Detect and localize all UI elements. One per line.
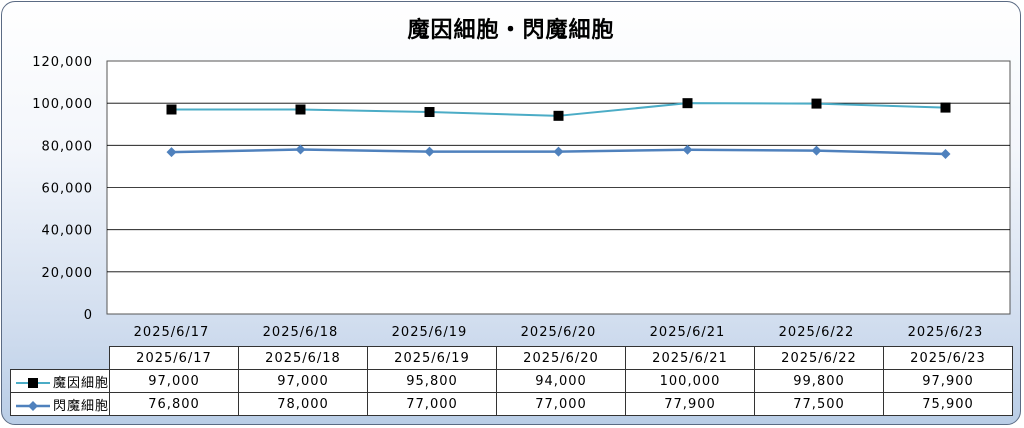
x-tick-label: 2025/6/17	[134, 325, 210, 340]
table-corner	[11, 347, 110, 370]
data-point-series-1	[682, 144, 693, 155]
data-point-series-0	[553, 110, 564, 121]
y-tick-label: 120,000	[32, 55, 93, 70]
legend-key-square-icon	[16, 378, 50, 388]
data-point-series-0	[166, 104, 177, 115]
table-header-cell: 2025/6/19	[367, 346, 498, 370]
table-row-series-0: 魔因細胞 97,000 97,000 95,800 94,000 100,000…	[9, 369, 1014, 393]
x-tick-label: 2025/6/22	[779, 325, 855, 340]
table-cell: 100,000	[625, 369, 756, 393]
table-header-cell: 2025/6/18	[238, 346, 369, 370]
x-tick-label: 2025/6/23	[908, 325, 984, 340]
y-tick-label: 60,000	[42, 182, 94, 197]
table-header-cell: 2025/6/23	[883, 346, 1014, 370]
data-point-series-1	[940, 148, 951, 159]
table-cell: 77,000	[496, 392, 627, 416]
data-point-series-0	[940, 102, 951, 113]
table-header-cell: 2025/6/22	[754, 346, 885, 370]
table-cell: 77,900	[625, 392, 756, 416]
x-axis-ticks: 2025/6/17 2025/6/18 2025/6/19 2025/6/20 2025…	[134, 325, 984, 340]
y-tick-label: 20,000	[42, 266, 94, 281]
y-axis-ticks: 0 20,000 40,000 60,000 80,000 100,000 120,000	[32, 55, 94, 323]
x-tick-label: 2025/6/21	[650, 325, 726, 340]
y-tick-label: 100,000	[32, 97, 93, 112]
table-cell: 97,000	[238, 369, 369, 393]
legend-label-series-0: 魔因細胞	[53, 375, 110, 391]
y-tick-label: 40,000	[42, 224, 94, 239]
plot-area: 020,00040,00060,00080,000100,000120,000 …	[32, 55, 1011, 340]
table-header-cell: 2025/6/17	[109, 346, 240, 370]
data-point-series-1	[295, 144, 306, 155]
table-cell: 78,000	[238, 392, 369, 416]
table-header-row: 2025/6/17 2025/6/18 2025/6/19 2025/6/20 …	[11, 346, 1014, 370]
data-table: 2025/6/17 2025/6/18 2025/6/19 2025/6/20 …	[9, 346, 1014, 416]
table-cell: 94,000	[496, 369, 627, 393]
x-tick-label: 2025/6/18	[263, 325, 339, 340]
y-tick-label: 0	[84, 308, 93, 323]
table-cell: 77,000	[367, 392, 498, 416]
table-cell: 97,000	[109, 369, 240, 393]
legend-entry-series-0: 魔因細胞	[9, 369, 111, 393]
data-point-series-0	[811, 98, 822, 109]
data-point-series-1	[811, 145, 822, 156]
table-cell: 97,900	[883, 369, 1014, 393]
data-point-series-1	[553, 146, 564, 157]
table-cell: 76,800	[109, 392, 240, 416]
data-point-series-0	[682, 98, 693, 109]
legend-label-series-1: 閃魔細胞	[53, 398, 110, 414]
x-tick-label: 2025/6/20	[521, 325, 597, 340]
table-cell: 99,800	[754, 369, 885, 393]
table-header-cell: 2025/6/21	[625, 346, 756, 370]
x-tick-label: 2025/6/19	[392, 325, 468, 340]
data-point-series-0	[424, 107, 435, 118]
table-cell: 95,800	[367, 369, 498, 393]
data-point-series-1	[166, 147, 177, 158]
table-cell: 75,900	[883, 392, 1014, 416]
legend-key-diamond-icon	[16, 401, 50, 411]
chart-title: 魔因細胞・閃魔細胞	[407, 18, 615, 43]
table-row-series-1: 閃魔細胞 76,800 78,000 77,000 77,000 77,900 …	[9, 392, 1014, 416]
series-lines	[166, 98, 951, 159]
legend-entry-series-1: 閃魔細胞	[9, 392, 111, 416]
y-tick-label: 80,000	[42, 139, 94, 154]
table-header-cell: 2025/6/20	[496, 346, 627, 370]
data-point-series-1	[424, 146, 435, 157]
table-cell: 77,500	[754, 392, 885, 416]
data-point-series-0	[295, 104, 306, 115]
gridlines	[107, 102, 1010, 273]
